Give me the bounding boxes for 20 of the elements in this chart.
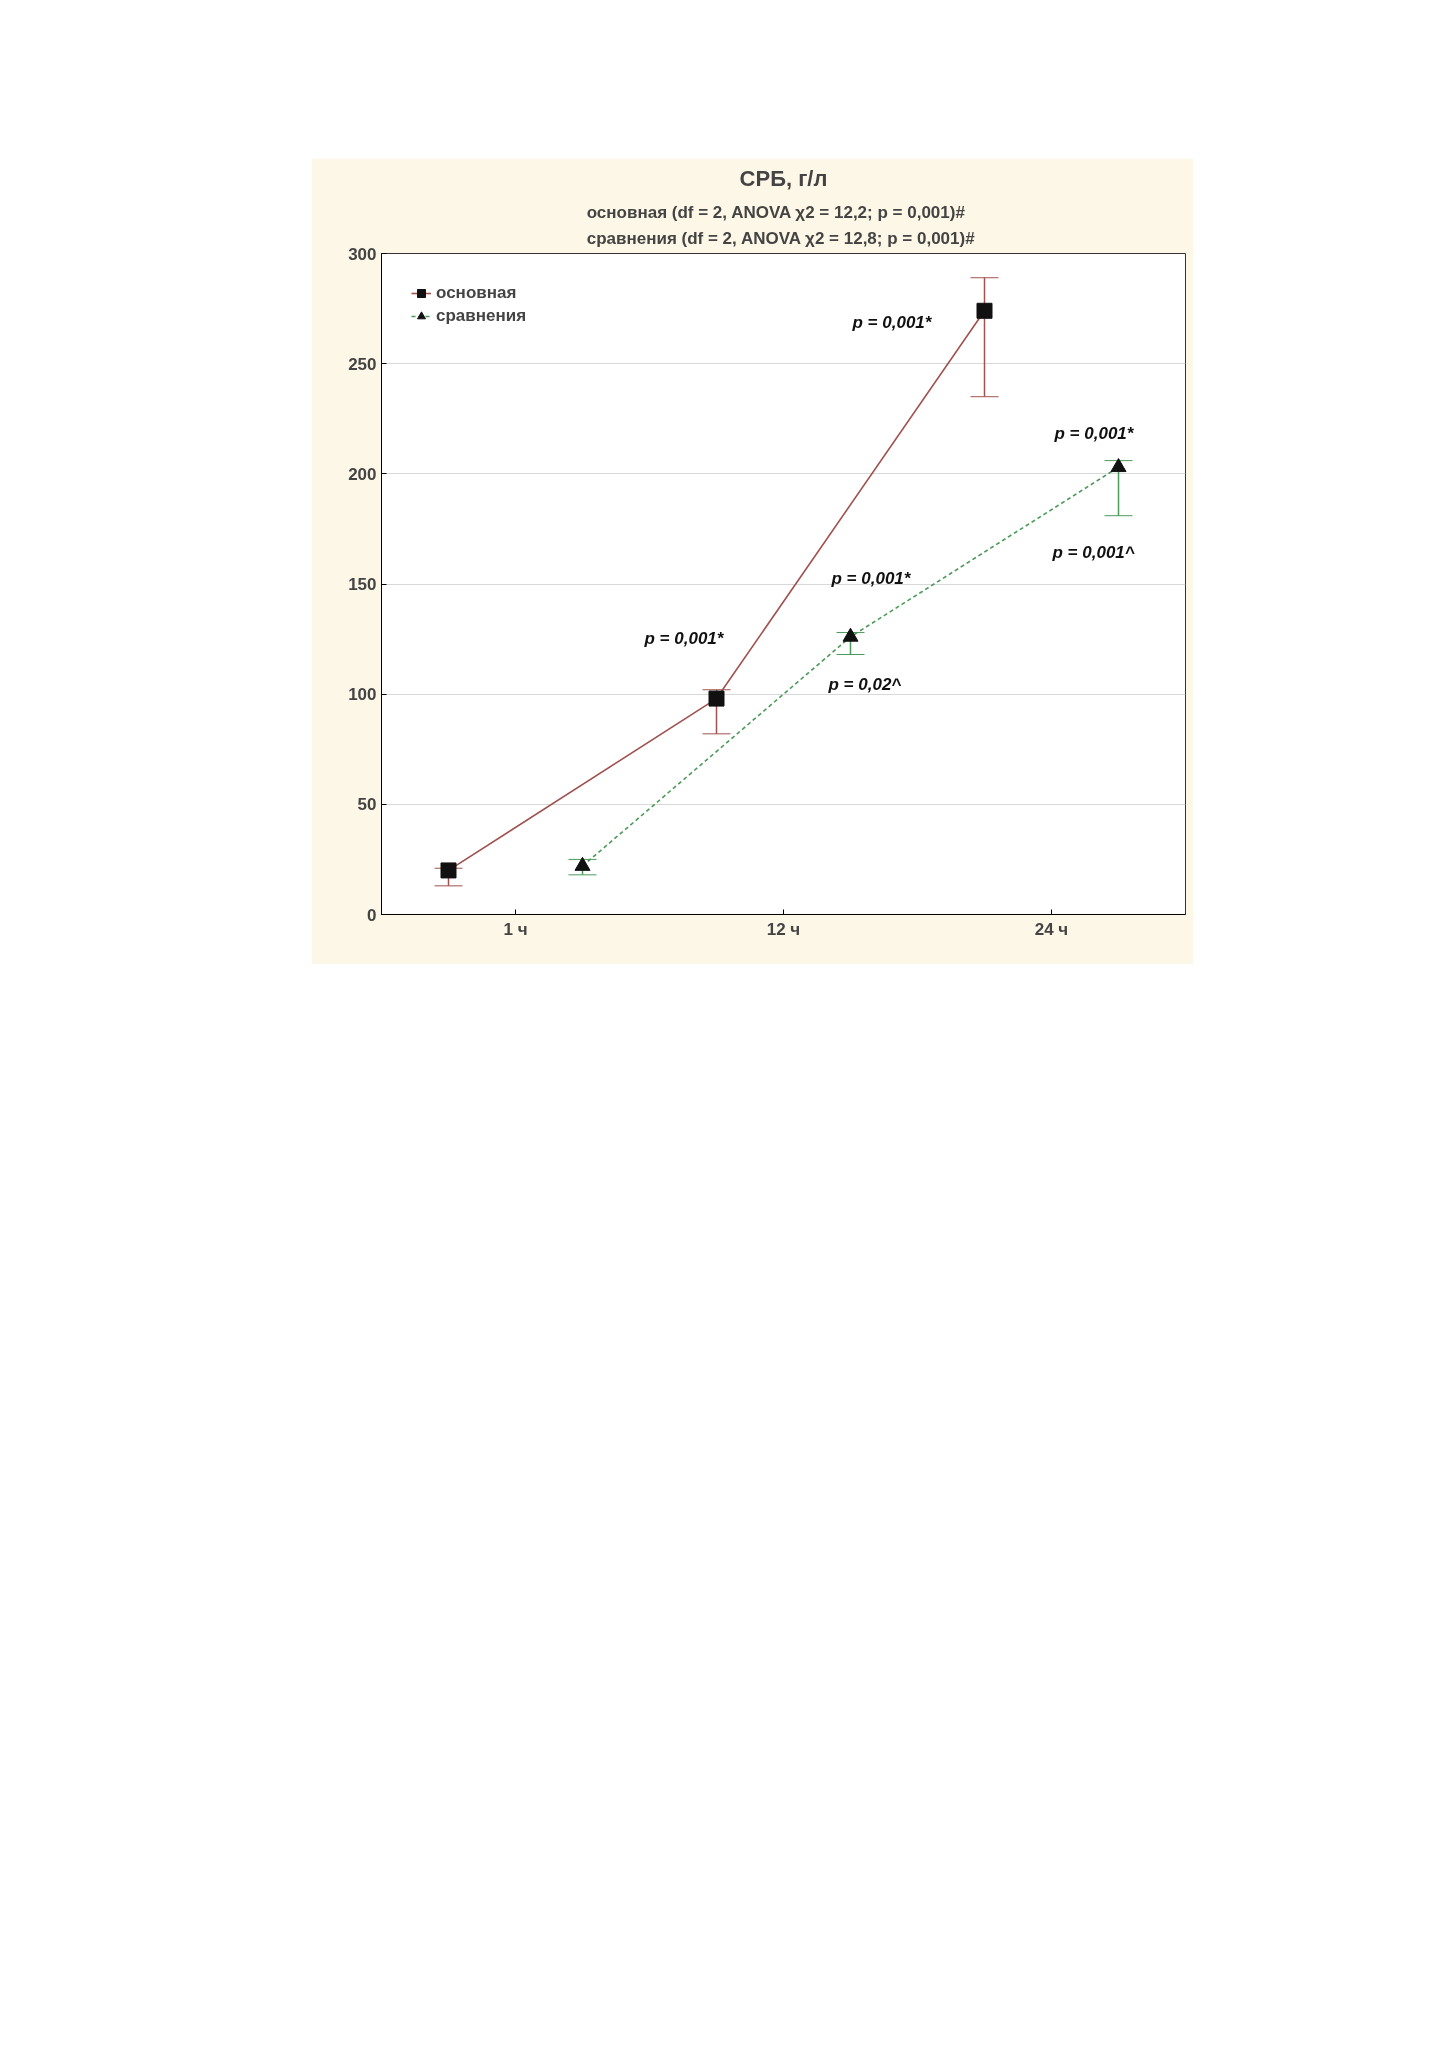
annotation: p = 0,001* <box>1053 423 1135 443</box>
chart-title: СРБ, г/л <box>739 165 828 191</box>
x-tick-label: 12 ч <box>766 919 801 939</box>
y-tick-label: 50 <box>357 795 377 815</box>
y-tick-label: 200 <box>348 464 377 484</box>
y-tick-label: 0 <box>367 905 377 925</box>
y-tick-label: 150 <box>348 575 377 594</box>
y-tick-label: 250 <box>348 354 377 374</box>
x-tick-label: 1 ч <box>503 919 528 939</box>
y-tick-label: 300 <box>348 244 377 264</box>
annotation: p = 0,001* <box>643 628 725 648</box>
x-tick-label: 24 ч <box>1034 919 1069 939</box>
legend-label: сравнения <box>436 306 527 326</box>
annotation: p = 0,02^ <box>827 674 902 694</box>
chart-subtitle: основная (df = 2, ANOVA χ2 = 12,2; p = 0,001)# сравнения (df = 2, ANOVA χ2 = 12,8; p = 0,001)# <box>586 202 976 249</box>
annotation: p = 0,001* <box>830 568 912 588</box>
legend-label: основная <box>436 283 517 303</box>
y-tick-label: 100 <box>348 685 377 705</box>
annotation: p = 0,001* <box>851 312 933 332</box>
annotation: p = 0,001^ <box>1051 542 1135 562</box>
